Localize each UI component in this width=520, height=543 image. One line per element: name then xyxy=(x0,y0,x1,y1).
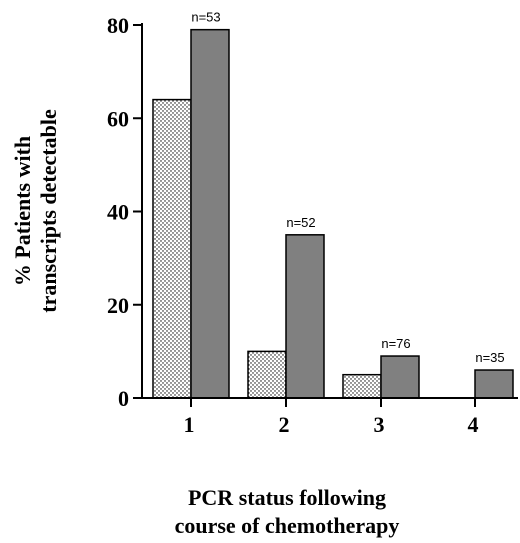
y-axis-title-line-2: transcripts detectable xyxy=(36,109,61,313)
bar-dotted-1 xyxy=(152,98,192,399)
x-axis-title-line-1: PCR status following xyxy=(188,485,386,510)
bar-solid-2 xyxy=(285,234,325,399)
x-axis-title-line-2: course of chemotherapy xyxy=(175,513,400,538)
x-tick-label-3: 3 xyxy=(374,412,385,437)
y-tick-label-40: 40 xyxy=(107,200,129,225)
sample-size-label-4: n=35 xyxy=(475,350,504,365)
bar-solid-1 xyxy=(190,28,230,399)
y-tick-label-60: 60 xyxy=(107,106,129,131)
y-tick-label-0: 0 xyxy=(118,386,129,411)
sample-size-label-3: n=76 xyxy=(381,336,410,351)
sample-size-label-1: n=53 xyxy=(191,10,220,25)
y-tick-label-80: 80 xyxy=(107,13,129,38)
y-axis-title-line-1: % Patients with xyxy=(10,136,35,286)
x-tick-label-2: 2 xyxy=(279,412,290,437)
sample-size-label-2: n=52 xyxy=(286,215,315,230)
bar-solid-3 xyxy=(380,355,420,399)
bar-dotted-3 xyxy=(342,373,382,399)
y-tick-label-20: 20 xyxy=(107,293,129,318)
bar-dotted-2 xyxy=(247,350,287,399)
bar-solid-4 xyxy=(474,369,514,399)
x-tick-label-1: 1 xyxy=(184,412,195,437)
x-tick-label-4: 4 xyxy=(468,412,479,437)
